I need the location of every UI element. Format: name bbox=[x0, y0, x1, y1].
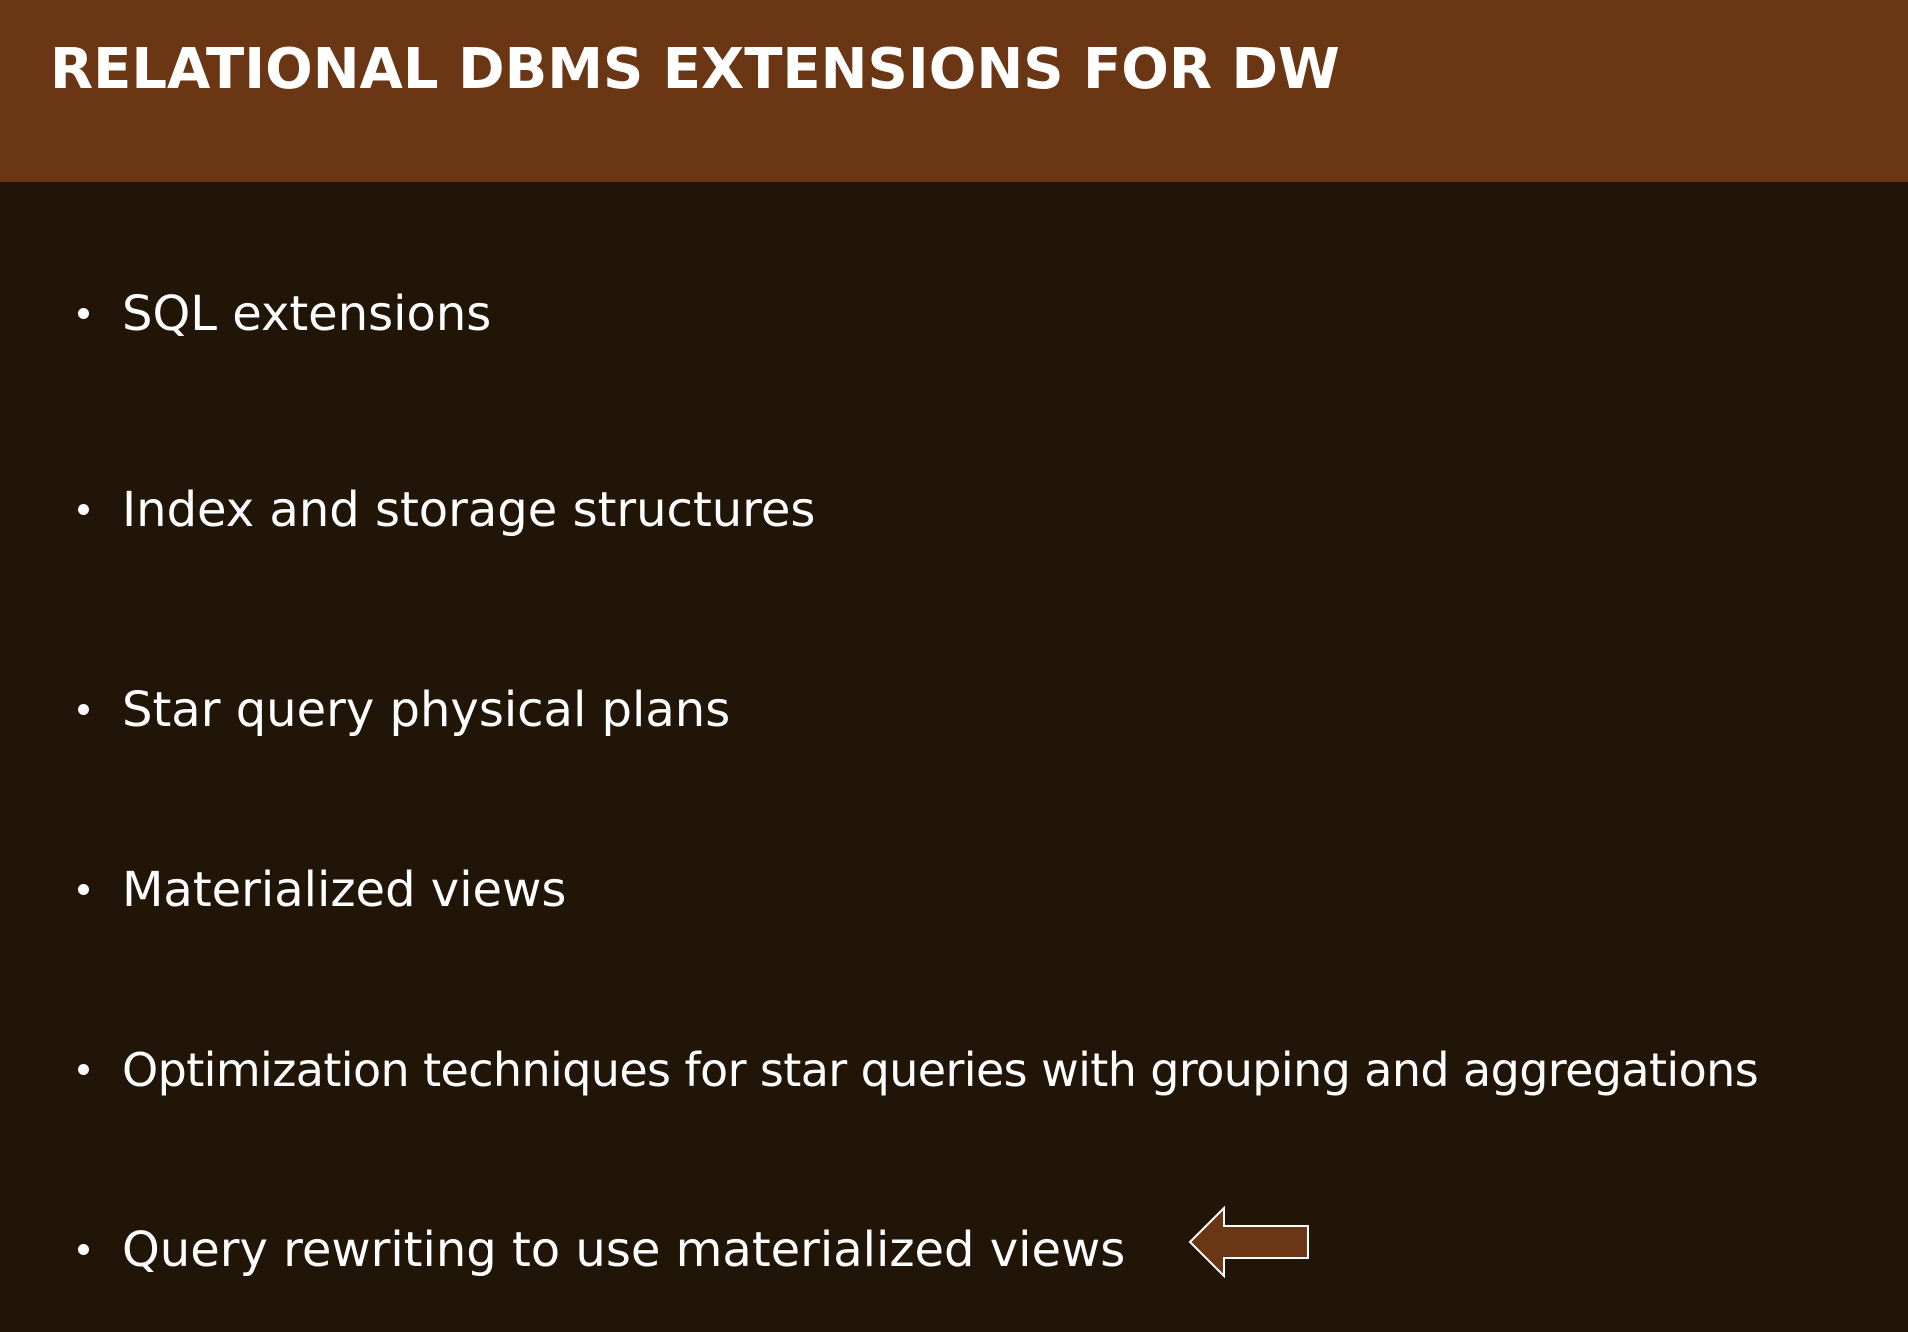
bullet-dot-icon bbox=[78, 1064, 89, 1075]
bullet-text: Index and storage structures bbox=[122, 482, 816, 538]
bullet-text: Query rewriting to use materialized view… bbox=[122, 1222, 1126, 1278]
bullet-text: Materialized views bbox=[122, 862, 567, 918]
slide-title: RELATIONAL DBMS EXTENSIONS FOR DW bbox=[50, 37, 1340, 102]
bullet-dot-icon bbox=[78, 1244, 89, 1255]
bullet-text: Optimization techniques for star queries… bbox=[122, 1043, 1759, 1097]
bullet-dot-icon bbox=[78, 504, 89, 515]
bullet-dot-icon bbox=[78, 704, 89, 715]
bullet-dot-icon bbox=[78, 884, 89, 895]
left-arrow-icon bbox=[1188, 1206, 1309, 1278]
bullet-text: Star query physical plans bbox=[122, 682, 731, 738]
bullet-text: SQL extensions bbox=[122, 286, 492, 342]
title-bar: RELATIONAL DBMS EXTENSIONS FOR DW bbox=[0, 0, 1908, 182]
bullet-dot-icon bbox=[78, 308, 89, 319]
